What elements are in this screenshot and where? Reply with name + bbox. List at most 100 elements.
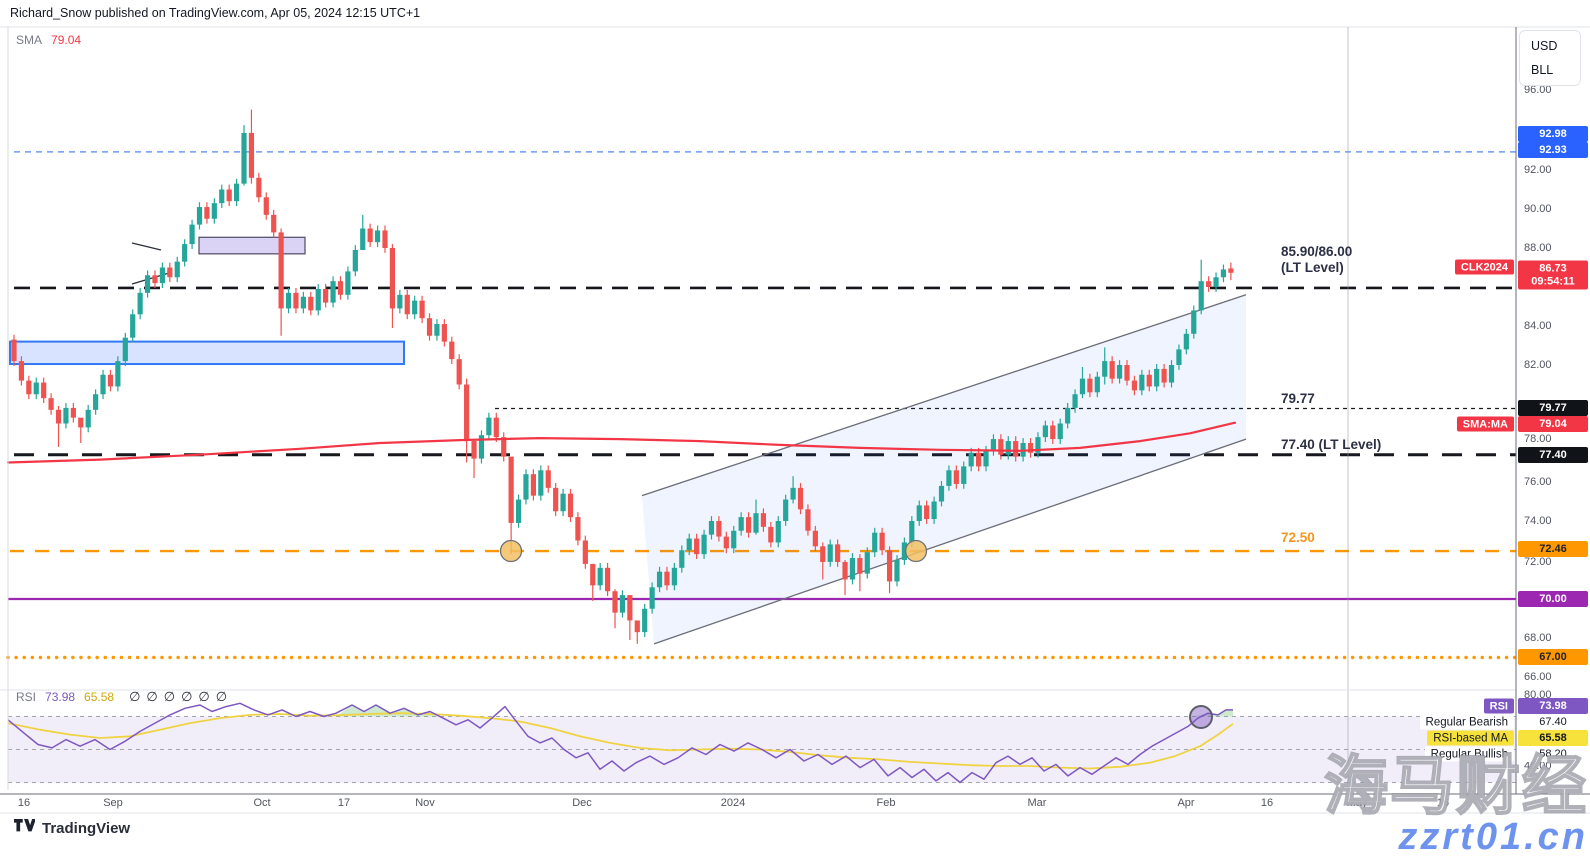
candle-body <box>894 560 900 582</box>
unit-usd-button[interactable]: USD <box>1520 34 1580 58</box>
candle-body <box>1109 361 1115 379</box>
candle-body <box>1035 437 1041 453</box>
candle-body <box>998 439 1004 455</box>
event-circle-0[interactable] <box>499 539 523 563</box>
candle-body <box>575 517 581 541</box>
candle-body <box>1057 423 1063 440</box>
annotation-72-50: 72.50 <box>1281 530 1315 545</box>
candle-body <box>382 230 388 248</box>
candle-body <box>293 292 299 309</box>
candle-body <box>1087 378 1093 393</box>
candle-body <box>397 294 403 309</box>
candle-body <box>909 521 915 543</box>
candle-body <box>946 470 952 486</box>
candle-body <box>330 281 336 303</box>
divergence-none-icon: ∅ <box>163 689 176 704</box>
candle-body <box>879 532 885 551</box>
candle-body <box>204 207 210 219</box>
candle-body <box>627 595 633 621</box>
pennant-line-0[interactable] <box>131 242 162 251</box>
candle-body <box>864 552 870 574</box>
candle-body <box>1042 425 1048 438</box>
zone-box-0[interactable] <box>9 340 405 366</box>
candle-body <box>716 521 722 537</box>
channel-fill <box>642 294 1246 644</box>
rsi-line[interactable] <box>7 702 1233 784</box>
tradingview-footer[interactable]: TradingView <box>14 818 130 838</box>
candle-body <box>515 499 522 523</box>
rsi-value: 73.98 <box>45 690 76 704</box>
candle-body <box>189 224 195 245</box>
candle-body <box>271 214 277 233</box>
candle-body <box>1065 407 1071 424</box>
event-circle-1[interactable] <box>904 539 928 563</box>
time-tick-May: May <box>1346 797 1368 809</box>
candle-body <box>671 567 677 586</box>
unit-selector[interactable]: USD BLL <box>1519 30 1581 86</box>
side-badge-rsi: RSI <box>1483 698 1514 714</box>
candle-body <box>352 249 358 272</box>
candle-body <box>545 470 551 488</box>
candle-body <box>486 417 492 436</box>
axis-badge-86.73: 86.73 09:54:11 <box>1518 260 1588 290</box>
candle-body <box>753 513 759 533</box>
candle-body <box>968 452 974 467</box>
candle-body <box>441 324 447 342</box>
candle-body <box>449 341 455 360</box>
axis-badge-58.20: 58.20 <box>1518 746 1588 762</box>
price-tick-96.00: 96.00 <box>1524 84 1552 96</box>
candle-body <box>723 536 729 549</box>
candle-body <box>1161 368 1167 383</box>
candle-body <box>107 374 114 387</box>
candle-body <box>530 474 536 496</box>
zone-box-1[interactable] <box>198 236 306 255</box>
candle-body <box>508 456 514 523</box>
candle-body <box>768 526 774 543</box>
axis-badge-72.46: 72.46 <box>1518 541 1588 557</box>
candle-body <box>567 493 574 518</box>
candle-body <box>745 517 752 533</box>
candle-body <box>553 487 559 512</box>
candle-body <box>560 493 566 512</box>
side-badge-rsi-based-ma: RSI-based MA <box>1427 730 1514 746</box>
candle-body <box>916 505 922 521</box>
candle-body <box>924 505 930 520</box>
divergence-none-icon: ∅ <box>129 689 141 704</box>
candle-body <box>226 189 232 202</box>
axis-badge-77.40: 77.40 <box>1518 447 1588 463</box>
candle-body <box>122 337 128 362</box>
candle-body <box>367 228 373 243</box>
candle-body <box>1079 378 1086 395</box>
candle-body <box>1228 268 1234 273</box>
price-tick-92.00: 92.00 <box>1524 164 1552 176</box>
candle-body <box>1213 277 1219 287</box>
candle-body <box>708 521 715 535</box>
sma-line[interactable] <box>6 421 1237 464</box>
annotation-79-77: 79.77 <box>1281 391 1315 406</box>
candle-body <box>538 470 544 496</box>
candle-body <box>872 532 878 553</box>
candle-body <box>1013 441 1019 457</box>
candle-body <box>760 513 767 527</box>
channel-top-line[interactable] <box>641 294 1247 497</box>
tradingview-logo-icon <box>14 818 36 838</box>
candle-body <box>961 466 967 484</box>
candle-body <box>100 374 106 395</box>
candle-body <box>456 359 462 385</box>
candle-body <box>182 244 188 262</box>
axis-badge-92.93: 92.93 <box>1518 142 1588 158</box>
candle-body <box>70 407 76 418</box>
candle-body <box>412 300 418 315</box>
divergence-icons: ∅ ∅ ∅ ∅ ∅ ∅ <box>129 689 227 705</box>
candle-body <box>931 501 937 520</box>
candle-body <box>1124 365 1130 381</box>
channel-bottom-line[interactable] <box>653 438 1247 645</box>
candle-body <box>93 394 99 410</box>
axis-badge-65.58: 65.58 <box>1518 730 1588 746</box>
candle-body <box>337 281 344 295</box>
unit-bll-button[interactable]: BLL <box>1520 58 1580 82</box>
time-tick-2024: 2024 <box>720 797 746 809</box>
rsi-highlight-circle[interactable] <box>1189 705 1213 729</box>
